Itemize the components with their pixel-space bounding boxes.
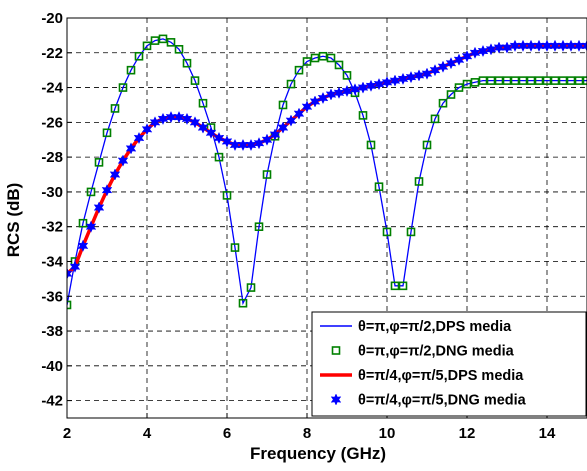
- dps-normal-incidence-line: [67, 39, 587, 305]
- dng-normal-incidence-markers: [64, 35, 587, 308]
- plot-series: [62, 35, 587, 308]
- y-tick-label: -30: [41, 184, 63, 201]
- x-tick-label: 8: [303, 425, 311, 442]
- y-tick-label: -28: [41, 149, 63, 166]
- y-tick-label: -24: [41, 80, 63, 97]
- legend-label: θ=π,φ=π/2,DPS media: [358, 319, 512, 335]
- legend-label: θ=π/4,φ=π/5,DNG media: [358, 393, 527, 409]
- y-tick-label: -42: [41, 393, 63, 410]
- x-tick-label: 10: [379, 425, 396, 442]
- legend: θ=π,φ=π/2,DPS media θ=π,φ=π/2,DNG media θ=…: [312, 312, 586, 416]
- y-tick-label: -34: [41, 253, 63, 270]
- x-tick-label: 12: [459, 425, 476, 442]
- y-tick-labels: -20 -22 -24 -26 -28 -30 -32 -34 -36 -38 -40 -42: [41, 10, 63, 410]
- x-tick-label: 14: [539, 425, 556, 442]
- x-axis-title: Frequency (GHz): [250, 444, 386, 463]
- y-tick-label: -32: [41, 219, 63, 236]
- y-axis-title: RCS (dB): [4, 183, 23, 258]
- legend-label: θ=π/4,φ=π/5,DPS media: [358, 368, 524, 384]
- y-tick-label: -26: [41, 114, 63, 131]
- x-tick-label: 6: [223, 425, 231, 442]
- x-tick-label: 4: [143, 425, 152, 442]
- y-tick-label: -20: [41, 10, 63, 27]
- y-tick-label: -36: [41, 288, 63, 305]
- legend-label: θ=π,φ=π/2,DNG media: [358, 344, 515, 360]
- y-tick-label: -22: [41, 45, 63, 62]
- dng-oblique-incidence-markers: [62, 40, 587, 279]
- y-tick-label: -40: [41, 358, 63, 375]
- x-tick-label: 2: [63, 425, 71, 442]
- x-tick-labels: 2 4 6 8 10 12 14: [63, 425, 556, 442]
- y-tick-label: -38: [41, 323, 63, 340]
